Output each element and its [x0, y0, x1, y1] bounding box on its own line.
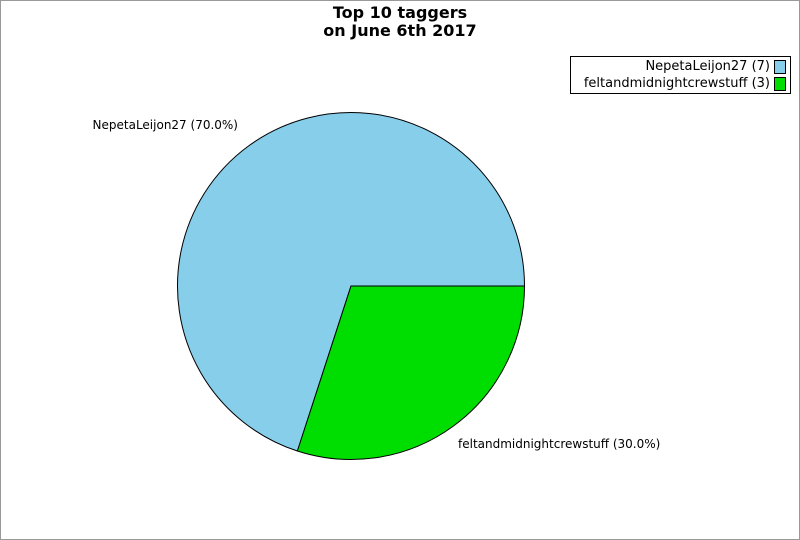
- pie-slice-label-nepetaleijon27: NepetaLeijon27 (70.0%): [92, 118, 238, 132]
- legend-item-nepetaleijon27: NepetaLeijon27 (7): [571, 58, 790, 75]
- chart-title: Top 10 taggers on June 6th 2017: [1, 4, 799, 40]
- legend-label-nepetaleijon27: NepetaLeijon27 (7): [645, 59, 770, 74]
- legend-swatch-nepetaleijon27: [774, 59, 786, 74]
- legend: NepetaLeijon27 (7) feltandmidnightcrewst…: [570, 56, 791, 94]
- chart-title-line-2: on June 6th 2017: [323, 21, 477, 40]
- legend-label-feltandmidnightcrewstuff: feltandmidnightcrewstuff (3): [583, 76, 770, 91]
- chart-title-line-1: Top 10 taggers: [332, 3, 468, 22]
- legend-swatch-feltandmidnightcrewstuff: [774, 76, 786, 91]
- pie-chart: [177, 112, 526, 461]
- pie-slice-feltandmidnightcrewstuff: [296, 285, 526, 461]
- legend-item-feltandmidnightcrewstuff: feltandmidnightcrewstuff (3): [571, 75, 790, 92]
- pie-slice-nepetaleijon27: [177, 112, 526, 452]
- pie-slice-label-feltandmidnightcrewstuff: feltandmidnightcrewstuff (30.0%): [458, 437, 661, 451]
